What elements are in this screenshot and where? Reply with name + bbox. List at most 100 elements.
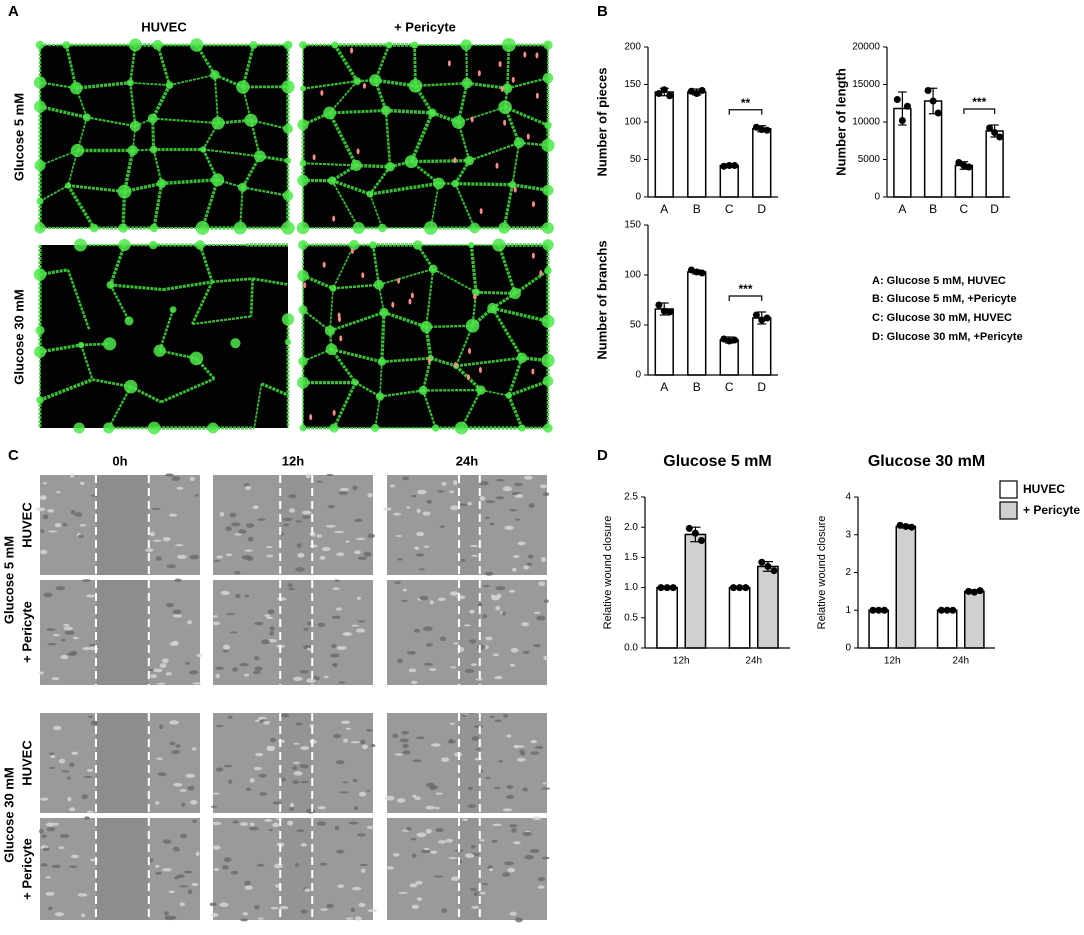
cell — [45, 892, 54, 896]
cell — [239, 663, 248, 666]
cell — [422, 512, 430, 516]
cell — [55, 912, 64, 916]
cell — [426, 783, 435, 787]
pericyte — [539, 270, 542, 276]
cell — [538, 581, 545, 586]
cell — [470, 888, 477, 891]
cell — [261, 639, 270, 644]
cell-node — [196, 221, 210, 235]
x-tick-label: C — [725, 202, 734, 216]
cell — [462, 715, 468, 718]
cell-node — [34, 268, 47, 281]
cell — [471, 906, 479, 909]
y-tick-label: 2.5 — [624, 492, 638, 503]
cell — [81, 794, 88, 799]
legend-swatch — [1000, 481, 1017, 498]
legend-text: HUVEC — [1023, 482, 1065, 496]
cell — [59, 759, 65, 764]
cell — [283, 518, 293, 521]
cell — [163, 839, 172, 844]
cell-node — [207, 422, 218, 433]
data-point — [661, 86, 668, 93]
y-tick-label: 10000 — [852, 117, 880, 128]
cell — [48, 907, 52, 911]
cell — [430, 600, 434, 604]
cell-node — [124, 380, 138, 394]
cell — [362, 744, 368, 749]
data-point — [977, 587, 984, 594]
cell — [506, 795, 514, 799]
cell — [471, 736, 479, 741]
wound-gap — [96, 713, 149, 813]
cell-node — [385, 162, 395, 172]
cell — [489, 868, 493, 871]
pericyte — [478, 70, 481, 76]
cell — [393, 513, 401, 516]
cell-node — [234, 222, 247, 235]
panel-label: A — [8, 3, 19, 20]
cell-node — [371, 424, 379, 432]
cell — [336, 607, 342, 610]
pericyte — [391, 302, 394, 308]
pericyte — [480, 208, 483, 214]
row-title: HUVEC — [19, 740, 34, 786]
cell — [482, 614, 487, 618]
cell — [509, 509, 517, 512]
pericyte — [357, 148, 360, 154]
wound-gap — [96, 475, 149, 575]
cell-node — [378, 358, 386, 366]
cell-node — [386, 42, 393, 49]
cell-node — [424, 221, 438, 235]
cell — [342, 781, 349, 783]
data-point — [753, 312, 760, 319]
cell — [350, 741, 360, 743]
cell-node — [106, 281, 114, 289]
y-axis-label: Relative wound closure — [602, 516, 614, 630]
cell — [528, 554, 534, 558]
cell — [242, 555, 252, 560]
cell — [180, 885, 189, 887]
cell — [367, 493, 373, 498]
cell — [416, 832, 426, 837]
pericyte — [453, 157, 456, 163]
cell — [250, 823, 255, 827]
cell — [192, 747, 197, 750]
cell-node — [331, 41, 338, 48]
cell-node — [65, 182, 71, 188]
cell — [169, 720, 179, 724]
cell — [169, 742, 175, 746]
cell — [36, 507, 46, 511]
cell — [508, 868, 516, 873]
cell-node — [492, 238, 505, 251]
cell — [88, 715, 92, 718]
cell-network — [411, 161, 469, 162]
data-point — [764, 563, 771, 570]
cell — [289, 807, 294, 811]
cell — [441, 908, 447, 913]
cell-node — [498, 222, 510, 234]
bar — [896, 526, 915, 648]
bar — [729, 588, 749, 648]
cell — [244, 674, 249, 677]
cell — [538, 877, 546, 881]
cell — [465, 669, 474, 673]
cell — [224, 857, 232, 862]
pericyte — [467, 374, 470, 380]
cell — [367, 534, 375, 538]
cell — [353, 779, 358, 782]
significance-bracket — [729, 110, 762, 115]
cell — [471, 555, 478, 557]
cell — [245, 595, 250, 598]
cell — [462, 818, 468, 821]
cell-node — [200, 146, 206, 152]
cell — [336, 850, 344, 854]
cell — [176, 744, 181, 748]
cell — [250, 778, 255, 783]
cell — [299, 670, 309, 673]
cell — [383, 507, 392, 510]
cell-node — [157, 179, 166, 188]
y-axis-label: Relative wound closure — [816, 516, 828, 630]
cell — [87, 769, 93, 772]
cell-network — [251, 279, 253, 317]
column-title: 24h — [456, 453, 478, 468]
